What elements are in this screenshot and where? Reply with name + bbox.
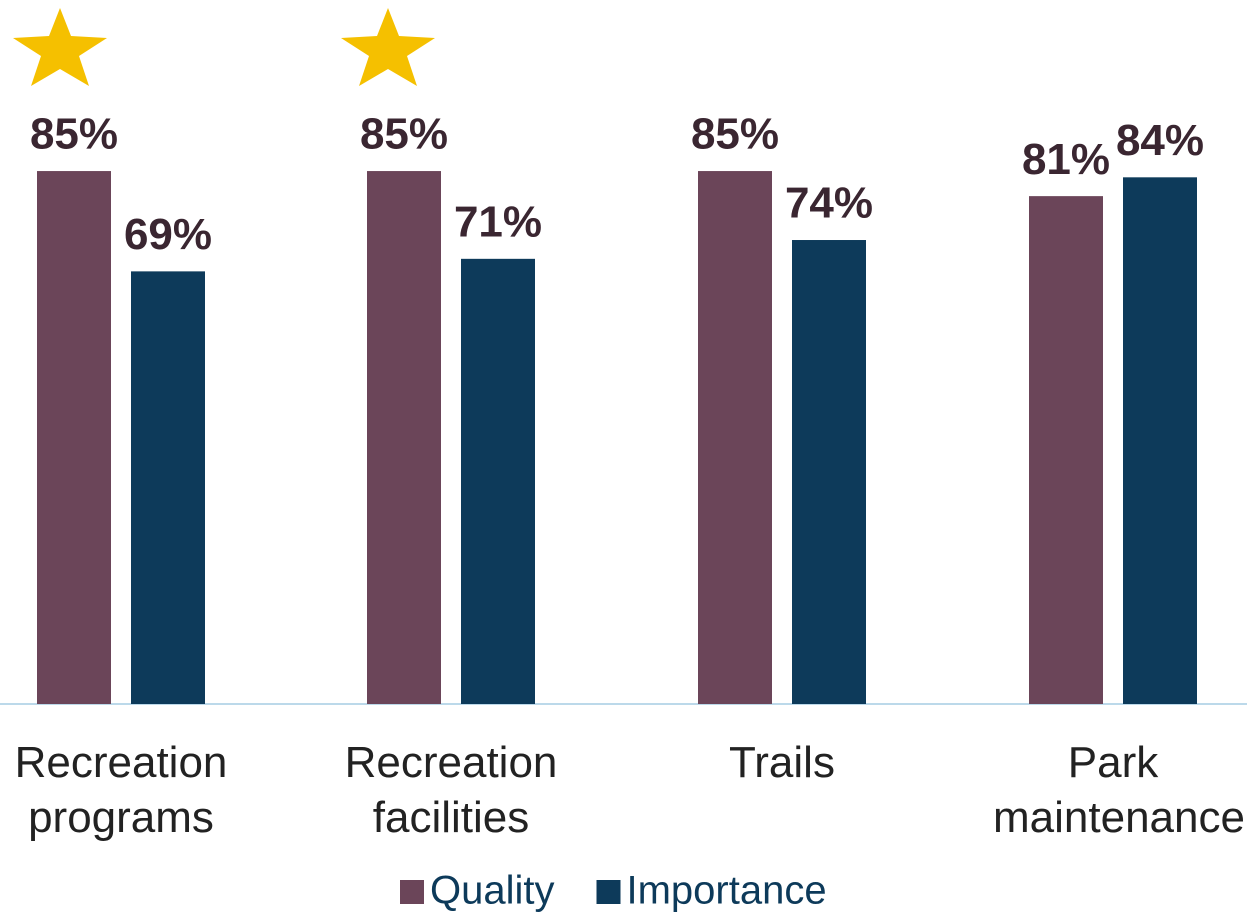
value-label: 85%: [691, 110, 779, 159]
x-tick-label: Recreation programs: [14, 738, 228, 842]
legend-swatch: [400, 880, 424, 904]
bar: [792, 240, 866, 704]
bar: [461, 258, 535, 704]
value-label: 74%: [785, 179, 873, 228]
bar: [367, 171, 441, 705]
legend-label: Importance: [627, 869, 827, 913]
x-tick-label: Park maintenance: [993, 738, 1245, 842]
value-label: 85%: [30, 110, 118, 159]
bar: [698, 171, 772, 705]
bar: [1029, 196, 1103, 704]
bar: [1123, 177, 1197, 704]
legend-label: Quality: [430, 869, 555, 913]
bar: [37, 171, 111, 705]
value-label: 84%: [1116, 116, 1204, 165]
bar: [131, 271, 205, 704]
value-label: 81%: [1022, 135, 1110, 184]
value-label: 69%: [124, 210, 212, 259]
value-label: 85%: [360, 110, 448, 159]
x-tick-label: Recreation facilities: [344, 738, 558, 842]
star: [341, 8, 435, 86]
x-tick-label: Trails: [729, 738, 835, 787]
value-label: 71%: [454, 197, 542, 246]
star: [13, 8, 107, 86]
legend-swatch: [596, 880, 621, 904]
